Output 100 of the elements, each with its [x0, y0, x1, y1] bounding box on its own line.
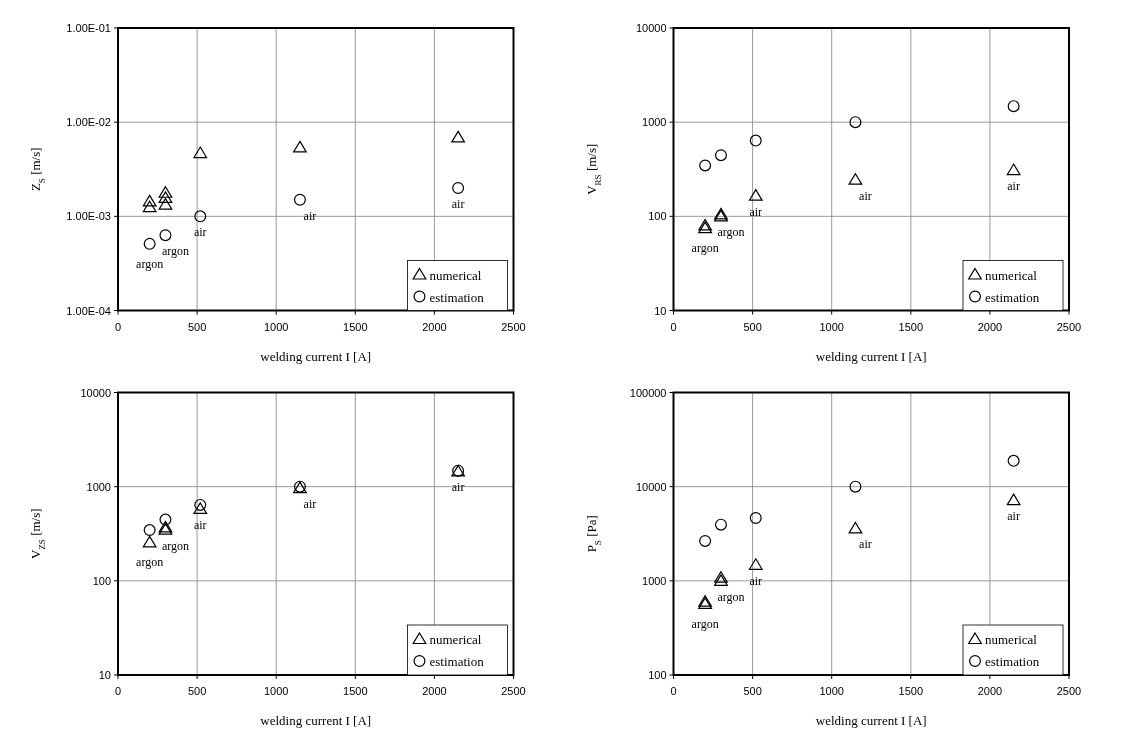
point	[1006, 493, 1021, 506]
x-tick-label: 2000	[422, 320, 447, 333]
x-tick-label: 500	[187, 685, 207, 697]
annotation: air	[749, 573, 763, 588]
annotation: argon	[691, 241, 719, 256]
point	[451, 130, 466, 143]
legend-label: numerical	[429, 632, 482, 647]
annotation: argon	[136, 555, 164, 570]
x-tick-label: 1500	[898, 320, 924, 333]
annotation: argon	[717, 225, 745, 240]
x-tick-label: 500	[743, 685, 762, 697]
point	[848, 521, 863, 534]
annotation: air	[303, 208, 317, 223]
y-tick-label: 10000	[80, 386, 111, 399]
y-tick-label: 100	[648, 669, 667, 681]
point	[1006, 163, 1021, 176]
x-tick-label: 2000	[977, 685, 1003, 697]
annotation: air	[859, 188, 872, 203]
x-tick-label: 500	[187, 320, 207, 333]
x-tick-label: 1000	[819, 320, 844, 333]
point	[293, 193, 306, 206]
x-tick-label: 0	[670, 320, 677, 333]
x-tick-label: 2500	[501, 685, 526, 697]
y-tick-label: 10	[98, 669, 111, 681]
x-axis-title: welding current I [A]	[260, 348, 372, 364]
point	[142, 194, 157, 207]
point	[158, 198, 173, 210]
y-tick-label: 1000	[642, 116, 667, 129]
point	[699, 159, 712, 172]
annotation: argon	[717, 589, 745, 604]
point	[193, 502, 208, 515]
point	[194, 498, 207, 511]
point	[848, 173, 863, 185]
x-tick-label: 2000	[977, 320, 1003, 333]
point	[749, 511, 762, 524]
x-tick-label: 1000	[819, 685, 844, 697]
legend-label: estimation	[985, 289, 1040, 305]
point	[714, 518, 727, 531]
point	[699, 534, 712, 547]
point	[1007, 454, 1020, 467]
x-tick-label: 1500	[343, 685, 368, 697]
legend-label: estimation	[429, 289, 485, 305]
point	[749, 134, 762, 147]
y-tick-label: 100	[648, 210, 667, 223]
annotation: air	[193, 225, 207, 240]
point	[142, 200, 157, 213]
x-tick-label: 500	[743, 320, 762, 333]
y-tick-label: 1.00E-02	[66, 116, 111, 129]
y-tick-label: 1.00E-03	[66, 210, 111, 223]
x-tick-label: 0	[114, 685, 122, 697]
y-tick-label: 1000	[86, 480, 111, 493]
point	[143, 237, 156, 250]
annotation: air	[1007, 179, 1020, 194]
y-tick-label: 1.00E-04	[66, 304, 111, 317]
annotation: air	[1007, 509, 1020, 524]
annotation: air	[451, 480, 465, 495]
annotation: air	[749, 204, 763, 219]
annotation: air	[193, 517, 207, 532]
annotation: argon	[136, 256, 164, 271]
point	[159, 229, 172, 242]
y-tick-label: 1.00E-01	[66, 22, 111, 34]
point	[748, 558, 763, 570]
x-tick-label: 2500	[1056, 320, 1082, 333]
annotation: argon	[691, 616, 719, 631]
annotation: argon	[161, 538, 190, 553]
point	[193, 146, 208, 159]
point	[143, 524, 156, 537]
legend-label: numerical	[429, 267, 482, 283]
point	[158, 191, 173, 203]
x-tick-label: 1500	[343, 320, 368, 333]
y-tick-label: 10	[654, 304, 667, 317]
x-tick-label: 0	[670, 685, 677, 697]
x-tick-label: 1000	[263, 320, 289, 333]
x-axis-title: welding current I [A]	[815, 348, 927, 364]
annotation: air	[303, 497, 317, 512]
legend-label: estimation	[985, 654, 1040, 669]
point	[142, 535, 157, 548]
legend-label: numerical	[985, 632, 1038, 647]
y-tick-label: 10000	[635, 480, 667, 493]
x-tick-label: 0	[114, 320, 122, 333]
y-tick-label: 100000	[629, 386, 667, 399]
point	[158, 186, 173, 198]
point	[1007, 100, 1020, 113]
annotation: air	[451, 196, 465, 211]
annotation: argon	[161, 244, 190, 259]
x-tick-label: 1000	[263, 685, 289, 697]
x-axis-title: welding current I [A]	[260, 713, 372, 728]
y-tick-label: 100	[92, 574, 111, 587]
y-tick-label: 1000	[642, 574, 667, 587]
x-tick-label: 2500	[1056, 685, 1082, 697]
x-axis-title: welding current I [A]	[815, 713, 927, 728]
x-tick-label: 1500	[898, 685, 924, 697]
point	[714, 149, 727, 162]
point	[293, 140, 307, 153]
y-tick-label: 10000	[635, 22, 667, 34]
point	[748, 189, 763, 201]
point	[849, 116, 862, 129]
annotation: air	[859, 537, 872, 552]
legend-label: estimation	[429, 654, 485, 669]
point	[452, 181, 465, 194]
